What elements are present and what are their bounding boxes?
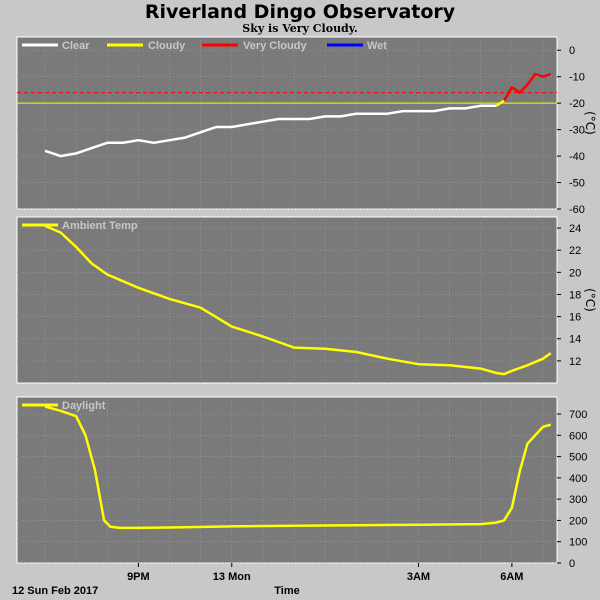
legend-label-wet: Wet [367,40,387,52]
y-tick-label: -60 [569,204,585,216]
ambient-series [44,224,552,376]
y-tick-label: 22 [569,245,581,257]
y-tick-label: 14 [569,334,581,346]
x-axis-label: Time [274,585,299,597]
y-tick-label: 500 [569,452,587,464]
y-tick-label: 600 [569,430,587,442]
sky-series [44,72,552,158]
ambient-legend: Ambient Temp [22,220,138,232]
y-tick-label: 700 [569,409,587,421]
sky-y-ticks: 0 -10 -20 -30 -40 -50 -60 [557,45,585,216]
y-tick-label: -30 [569,125,585,137]
y-tick-label: 400 [569,473,587,485]
chart-subtitle: Sky is Very Cloudy. [242,22,358,35]
y-tick-label: -20 [569,98,585,110]
series-line-cloudy [495,99,505,107]
x-tick-label: 13 Mon [213,571,251,583]
daylight-grid [17,397,557,564]
ambient-y-ticks: 24 22 20 18 16 14 12 [557,223,581,368]
y-tick-label: -50 [569,178,585,190]
series-line-very-cloudy [503,72,552,102]
ambient-panel: 24 22 20 18 16 14 12 (°C) Ambient Temp [16,216,597,384]
daylight-panel: 700 600 500 400 300 200 100 0 Daylight [16,396,587,570]
legend-label-clear: Clear [62,40,90,52]
y-tick-label: 300 [569,494,587,506]
date-label: 12 Sun Feb 2017 [12,585,98,597]
legend-label-daylight: Daylight [62,400,106,412]
ambient-grid [17,217,557,383]
series-line-clear [44,104,497,158]
daylight-y-ticks: 700 600 500 400 300 200 100 0 [557,409,587,570]
y-tick-label: 200 [569,515,587,527]
y-tick-label: 100 [569,537,587,549]
x-tick-label: 3AM [407,571,430,583]
y-tick-label: -10 [569,72,585,84]
y-tick-label: 18 [569,289,581,301]
y-tick-label: 0 [569,45,575,57]
y-tick-label: -40 [569,151,585,163]
legend-label-cloudy: Cloudy [148,40,186,52]
x-axis-ticks: 9PM 13 Mon 3AM 6AM [127,563,523,583]
series-line-daylight [44,405,552,530]
chart-title: Riverland Dingo Observatory [144,1,456,23]
y-tick-label: 20 [569,267,581,279]
legend-label-ambient: Ambient Temp [62,220,138,232]
ambient-panel-background [16,216,558,384]
sky-panel: 0 -10 -20 -30 -40 -50 -60 (°C) Clear Cloudy Ve… [16,36,597,216]
sky-y-unit: (°C) [583,111,597,135]
legend-label-very-cloudy: Very Cloudy [243,40,307,52]
y-tick-label: 16 [569,312,581,324]
ambient-y-unit: (°C) [583,288,597,312]
sky-legend: Clear Cloudy Very Cloudy Wet [22,40,387,52]
x-tick-label: 9PM [127,571,150,583]
y-tick-label: 12 [569,356,581,368]
y-tick-label: 0 [569,558,575,570]
sky-panel-background [16,36,558,210]
sky-thresholds [17,92,557,104]
series-line-ambient-temp [44,224,552,376]
y-tick-label: 24 [569,223,581,235]
daylight-series [44,405,552,530]
daylight-legend: Daylight [22,400,106,412]
x-tick-label: 6AM [500,571,523,583]
